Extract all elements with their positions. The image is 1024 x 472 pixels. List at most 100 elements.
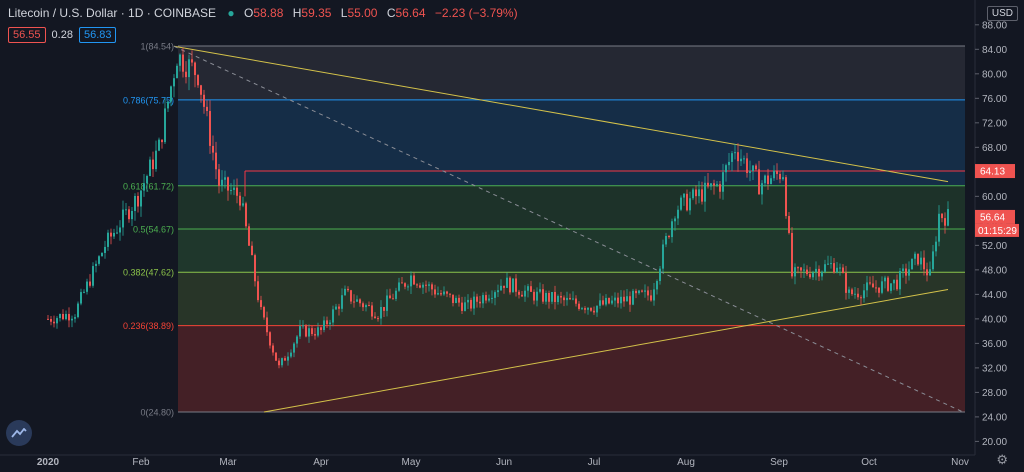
candle-body: [689, 198, 691, 211]
candle-body: [359, 299, 361, 304]
candle-body: [68, 313, 70, 321]
candle-body: [581, 308, 583, 310]
price-label-bg: [975, 209, 1015, 224]
candle-body: [488, 298, 490, 301]
candle-body: [74, 317, 76, 319]
candle-body: [827, 263, 829, 265]
candle-body: [824, 264, 826, 272]
candle-body: [848, 289, 850, 293]
candle-body: [755, 165, 757, 170]
candle-body: [275, 352, 277, 361]
candle-body: [929, 269, 931, 276]
candle-body: [593, 310, 595, 313]
candle-body: [530, 286, 532, 292]
candle-body: [563, 297, 565, 301]
price-label: 64.13: [980, 167, 1005, 178]
candle-body: [884, 277, 886, 282]
candle-body: [536, 291, 538, 301]
plot-background: [0, 0, 975, 455]
candle-body: [362, 303, 364, 308]
tradingview-logo-icon[interactable]: [6, 420, 32, 446]
candle-body: [350, 290, 352, 302]
candle-body: [557, 296, 559, 303]
candle-body: [623, 296, 625, 302]
candle-body: [605, 297, 607, 305]
fib-band: [178, 229, 965, 273]
candle-body: [935, 241, 937, 252]
candle-body: [410, 275, 412, 287]
candle-body: [326, 320, 328, 325]
x-tick-label: Mar: [219, 457, 237, 468]
spread-value: 0.28: [51, 29, 73, 41]
x-tick-label: Apr: [313, 457, 329, 468]
candle-body: [413, 275, 415, 285]
close-value: 56.64: [395, 6, 426, 20]
candle-body: [56, 318, 58, 324]
fib-level-label: 1(84.54): [140, 42, 174, 52]
candle-body: [239, 195, 241, 206]
candle-body: [644, 290, 646, 292]
candle-body: [833, 263, 835, 273]
candle-body: [674, 218, 676, 222]
candle-body: [740, 158, 742, 162]
candle-body: [818, 268, 820, 277]
candle-body: [911, 258, 913, 270]
candle-body: [296, 336, 298, 344]
candle-body: [266, 317, 268, 333]
candle-body: [863, 290, 865, 299]
candle-body: [449, 293, 451, 295]
candle-body: [890, 283, 892, 291]
candle-body: [353, 301, 355, 303]
candle-body: [293, 343, 295, 353]
candle-body: [707, 182, 709, 187]
candle-body: [611, 300, 613, 304]
candle-body: [281, 358, 283, 366]
candle-body: [539, 289, 541, 292]
candle-body: [302, 325, 304, 327]
candle-body: [608, 297, 610, 304]
candle-body: [389, 295, 391, 299]
ask-button[interactable]: 56.83: [78, 27, 117, 43]
symbol-title[interactable]: Litecoin / U.S. Dollar · 1D · COINBASE: [8, 6, 217, 20]
candle-body: [278, 360, 280, 366]
candle-body: [812, 272, 814, 278]
candle-body: [704, 182, 706, 202]
candle-body: [224, 177, 226, 180]
candle-body: [515, 278, 517, 292]
candle-body: [518, 291, 520, 295]
candle-body: [485, 295, 487, 301]
candle-body: [260, 300, 262, 308]
candle-body: [626, 296, 628, 302]
candle-body: [404, 283, 406, 287]
candle-body: [194, 62, 196, 76]
gear-icon[interactable]: ⚙: [996, 452, 1008, 467]
candle-body: [923, 257, 925, 270]
candle-body: [455, 297, 457, 304]
candle-body: [188, 59, 190, 78]
candle-body: [578, 303, 580, 309]
bid-ask-panel: 56.55 0.28 56.83: [8, 27, 117, 43]
candle-body: [257, 281, 259, 301]
candle-body: [797, 267, 799, 269]
candle-body: [491, 297, 493, 299]
candle-body: [896, 279, 898, 290]
y-tick-label: 44.00: [982, 290, 1007, 301]
candle-body: [809, 274, 811, 278]
candle-body: [905, 268, 907, 276]
candle-body: [620, 296, 622, 304]
candle-body: [506, 277, 508, 288]
candle-body: [461, 302, 463, 311]
candle-body: [401, 282, 403, 284]
currency-badge[interactable]: USD: [986, 6, 1018, 21]
candle-body: [479, 301, 481, 304]
candle-body: [881, 281, 883, 293]
candle-body: [599, 300, 601, 306]
candle-body: [332, 309, 334, 323]
bid-button[interactable]: 56.55: [8, 27, 46, 43]
candle-body: [170, 86, 172, 102]
candle-body: [734, 152, 736, 154]
candle-body: [137, 195, 139, 207]
candle-body: [374, 316, 376, 319]
candle-body: [602, 300, 604, 305]
candle-body: [908, 269, 910, 276]
